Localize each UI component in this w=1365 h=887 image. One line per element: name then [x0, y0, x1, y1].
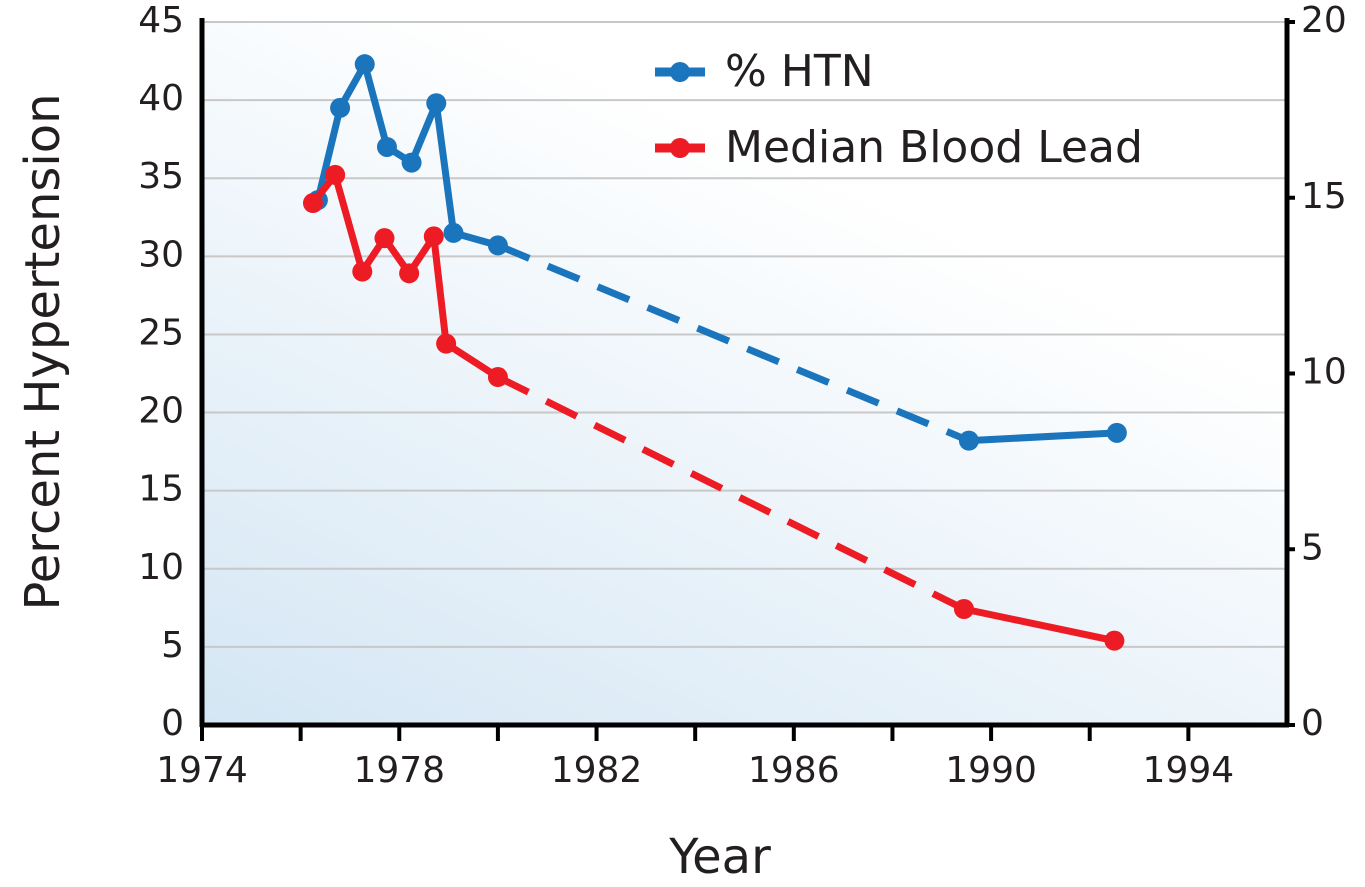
legend-marker — [670, 62, 690, 82]
y-tick-label: 20 — [138, 391, 184, 432]
series-line — [963, 605, 1116, 645]
data-point — [487, 367, 508, 388]
x-tick-label: 1990 — [945, 750, 1037, 791]
series-line — [310, 171, 500, 380]
x-tick-label: 1986 — [748, 750, 840, 791]
grid — [202, 21, 1287, 726]
data-point — [487, 235, 508, 256]
data-point — [401, 152, 422, 173]
data-point — [1104, 630, 1125, 651]
data-point — [302, 193, 323, 214]
x-tick-label: 1978 — [353, 750, 445, 791]
data-point — [426, 93, 447, 114]
y-tick-label: 10 — [138, 547, 184, 588]
y-tick-label: 35 — [138, 156, 184, 197]
y-tick-label: 40 — [138, 78, 184, 119]
x-tick-label: 1994 — [1143, 750, 1235, 791]
y2-tick-label: 5 — [1301, 527, 1324, 568]
data-point — [1106, 422, 1127, 443]
y-tick-label: 45 — [138, 0, 184, 41]
y-tick-label: 0 — [161, 703, 184, 744]
y-tick-label: 15 — [138, 469, 184, 510]
series-line — [968, 429, 1118, 445]
data-point — [953, 599, 974, 620]
x-tick-label: 1974 — [156, 750, 248, 791]
x-axis-title: Year — [668, 829, 771, 885]
data-point — [325, 164, 346, 185]
y-tick-label: 5 — [161, 625, 184, 666]
series-line-dashed — [496, 242, 971, 444]
legend-marker — [670, 138, 690, 158]
legend-label: % HTN — [725, 46, 874, 97]
series-line-dashed — [496, 373, 966, 613]
y2-tick-label: 15 — [1301, 176, 1347, 217]
legend-label: Median Blood Lead — [725, 122, 1143, 173]
data-point — [352, 261, 373, 282]
y-tick-label: 30 — [138, 234, 184, 275]
data-point — [423, 226, 444, 247]
y2-tick-label: 10 — [1301, 352, 1347, 393]
y2-tick-label: 0 — [1301, 703, 1324, 744]
data-point — [399, 263, 420, 284]
data-point — [376, 136, 397, 157]
y2-tick-label: 20 — [1301, 0, 1347, 41]
data-point — [374, 228, 395, 249]
data-point — [354, 54, 375, 75]
axes — [199, 18, 1295, 741]
data-point — [443, 222, 464, 243]
series — [302, 54, 1127, 651]
data-point — [436, 333, 457, 354]
y-tick-label: 25 — [138, 312, 184, 353]
x-tick-label: 1982 — [551, 750, 643, 791]
y-axis-title: Percent Hypertension — [15, 93, 71, 610]
data-point — [958, 430, 979, 451]
data-point — [330, 97, 351, 118]
